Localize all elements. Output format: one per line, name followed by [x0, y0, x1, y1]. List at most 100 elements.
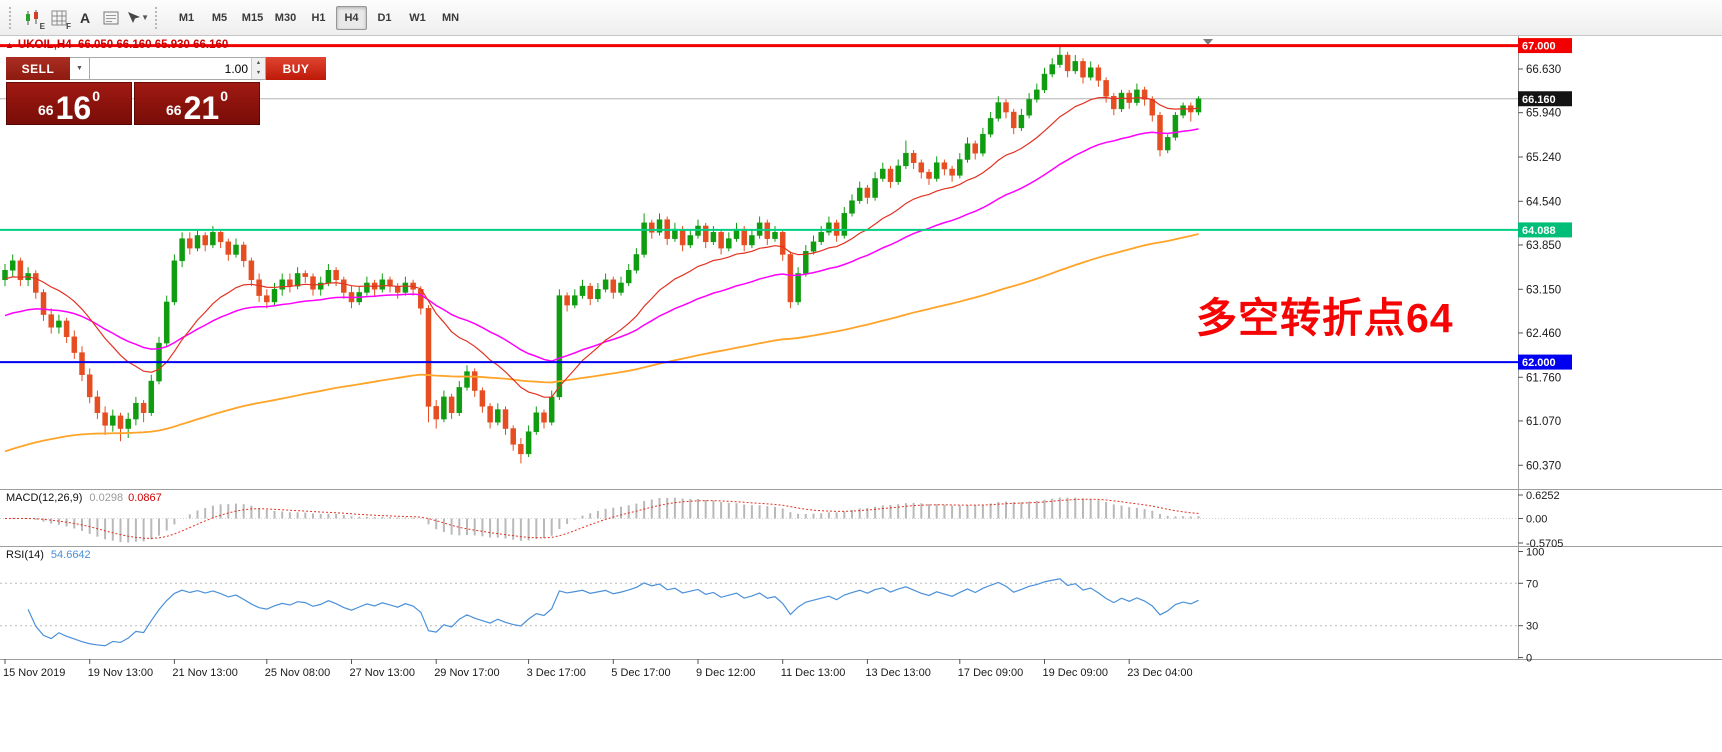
svg-text:25 Nov 08:00: 25 Nov 08:00 — [265, 667, 330, 679]
bid-point: 0 — [92, 88, 100, 104]
price-scale: 66.630 65.940 65.240 64.540 63.850 63.150 62.4… — [1518, 38, 1572, 472]
timeframe-button-m30[interactable]: M30 — [270, 6, 301, 30]
svg-text:30: 30 — [1526, 621, 1538, 633]
volume-field: ▲ ▼ — [90, 57, 266, 80]
timeframe-toolbar: M1 M5 M15 M30 H1 H4 D1 W1 MN — [170, 5, 467, 30]
symbol-ohlc-info: ▲ UKOIL,H4 66.050 66.160 65.930 66.160 — [5, 39, 228, 51]
svg-text:19 Dec 09:00: 19 Dec 09:00 — [1043, 667, 1108, 679]
svg-text:62.000: 62.000 — [1522, 357, 1556, 369]
horizontal-level-lines — [0, 44, 1518, 364]
ask-pips: 21 — [183, 89, 220, 126]
symbol-ohlc-text: UKOIL,H4 66.050 66.160 65.930 66.160 — [17, 39, 229, 51]
svg-text:100: 100 — [1526, 547, 1544, 559]
buy-button[interactable]: BUY — [266, 57, 326, 80]
rsi-label: RSI(14) — [6, 549, 44, 561]
timeframe-button-m15[interactable]: M15 — [237, 6, 268, 30]
ask-point: 0 — [220, 88, 228, 104]
macd-label: MACD(12,26,9) — [6, 492, 83, 504]
rsi-indicator-title: RSI(14) 54.6642 — [6, 549, 91, 561]
timeframe-button-mn[interactable]: MN — [435, 6, 466, 30]
svg-text:70: 70 — [1526, 578, 1538, 590]
chevron-down-icon: ▼ — [141, 13, 149, 22]
volume-stepper: ▲ ▼ — [251, 58, 265, 79]
timeframe-button-d1[interactable]: D1 — [369, 6, 400, 30]
toolbar-grip[interactable] — [9, 6, 15, 29]
icon-badge: F — [66, 21, 71, 31]
svg-text:65.240: 65.240 — [1526, 152, 1561, 164]
svg-text:66.630: 66.630 — [1526, 64, 1561, 76]
cursor-glyph — [128, 11, 140, 23]
svg-text:63.150: 63.150 — [1526, 284, 1561, 296]
svg-text:62.460: 62.460 — [1526, 328, 1561, 340]
svg-text:0.00: 0.00 — [1526, 514, 1547, 526]
svg-text:61.760: 61.760 — [1526, 372, 1561, 384]
chart-area: 66.630 65.940 65.240 64.540 63.850 63.150 62.4… — [0, 36, 1722, 752]
panel-separators — [0, 36, 1722, 660]
timeframe-button-m5[interactable]: M5 — [204, 6, 235, 30]
svg-text:0.6252: 0.6252 — [1526, 490, 1560, 502]
svg-text:15 Nov 2019: 15 Nov 2019 — [3, 667, 65, 679]
text-tool-icon[interactable]: A — [72, 5, 98, 31]
svg-text:29 Nov 17:00: 29 Nov 17:00 — [434, 667, 499, 679]
svg-text:17 Dec 09:00: 17 Dec 09:00 — [958, 667, 1023, 679]
cursor-tool-icon[interactable]: ▼ — [124, 5, 150, 31]
textframe-glyph — [103, 11, 119, 24]
svg-text:66.160: 66.160 — [1522, 94, 1556, 106]
slow-ma-line — [4, 233, 1199, 453]
candlestick-chart-icon[interactable]: E — [20, 5, 46, 31]
buy-price-tile[interactable]: 66 21 0 — [134, 82, 260, 125]
toolbar-grip[interactable] — [155, 6, 161, 29]
candles-glyph — [26, 9, 38, 25]
rsi-value: 54.6642 — [50, 549, 91, 561]
svg-text:27 Nov 13:00: 27 Nov 13:00 — [350, 667, 415, 679]
rsi-pane: 100 70 30 0 — [0, 547, 1544, 665]
sell-price-tile[interactable]: 66 16 0 — [6, 82, 132, 125]
textframe-tool-icon[interactable] — [98, 5, 124, 31]
grid-icon[interactable]: F — [46, 5, 72, 31]
one-click-trading-panel: SELL ▼ ▲ ▼ BUY 66 16 0 66 — [6, 57, 326, 125]
volume-input[interactable] — [90, 58, 251, 79]
svg-text:63.850: 63.850 — [1526, 240, 1561, 252]
macd-pane: 0.6252 0.00 -0.5705 — [0, 490, 1563, 550]
macd-main-value: 0.0298 — [89, 492, 124, 504]
svg-text:23 Dec 04:00: 23 Dec 04:00 — [1127, 667, 1192, 679]
macd-signal-value: 0.0867 — [128, 492, 162, 504]
volume-decrement-button[interactable]: ▼ — [252, 68, 265, 79]
svg-text:9 Dec 12:00: 9 Dec 12:00 — [696, 667, 755, 679]
svg-text:-0.5705: -0.5705 — [1526, 538, 1563, 550]
timeframe-button-w1[interactable]: W1 — [402, 6, 433, 30]
svg-text:5 Dec 17:00: 5 Dec 17:00 — [611, 667, 670, 679]
svg-text:21 Nov 13:00: 21 Nov 13:00 — [172, 667, 237, 679]
price-chart-canvas[interactable]: 66.630 65.940 65.240 64.540 63.850 63.150 62.4… — [0, 36, 1722, 752]
symbol-marker-icon[interactable]: ▲ — [5, 40, 14, 50]
svg-text:67.000: 67.000 — [1522, 41, 1556, 53]
icon-badge: E — [39, 21, 45, 31]
timeframe-button-h1[interactable]: H1 — [303, 6, 334, 30]
timeframe-button-h4[interactable]: H4 — [336, 5, 367, 30]
svg-text:3 Dec 17:00: 3 Dec 17:00 — [527, 667, 586, 679]
macd-indicator-title: MACD(12,26,9) 0.0298 0.0867 — [6, 492, 162, 504]
grid-glyph — [51, 10, 67, 25]
fast-ma-line — [4, 96, 1199, 398]
shift-marker-icon — [1203, 39, 1213, 45]
svg-text:13 Dec 13:00: 13 Dec 13:00 — [865, 667, 930, 679]
time-axis: 15 Nov 2019 19 Nov 13:00 21 Nov 13:00 25 No… — [3, 659, 1193, 679]
svg-text:61.070: 61.070 — [1526, 416, 1561, 428]
chart-annotation-text: 多空转折点64 — [1196, 295, 1454, 341]
sell-button[interactable]: SELL — [6, 57, 70, 80]
ask-big-figure: 66 — [166, 102, 182, 118]
bid-big-figure: 66 — [38, 102, 54, 118]
volume-increment-button[interactable]: ▲ — [252, 58, 265, 69]
svg-text:60.370: 60.370 — [1526, 460, 1561, 472]
svg-text:19 Nov 13:00: 19 Nov 13:00 — [88, 667, 153, 679]
svg-text:65.940: 65.940 — [1526, 108, 1561, 120]
moving-averages — [4, 96, 1199, 453]
timeframe-button-m1[interactable]: M1 — [171, 6, 202, 30]
svg-text:11 Dec 13:00: 11 Dec 13:00 — [781, 667, 846, 679]
bid-pips: 16 — [55, 89, 92, 126]
toolbar: E F A ▼ M1 M5 M15 M30 H1 H4 D1 W1 MN — [0, 0, 1722, 36]
volume-dropdown-button[interactable]: ▼ — [70, 57, 90, 80]
svg-text:64.540: 64.540 — [1526, 196, 1561, 208]
svg-text:0: 0 — [1526, 653, 1532, 665]
